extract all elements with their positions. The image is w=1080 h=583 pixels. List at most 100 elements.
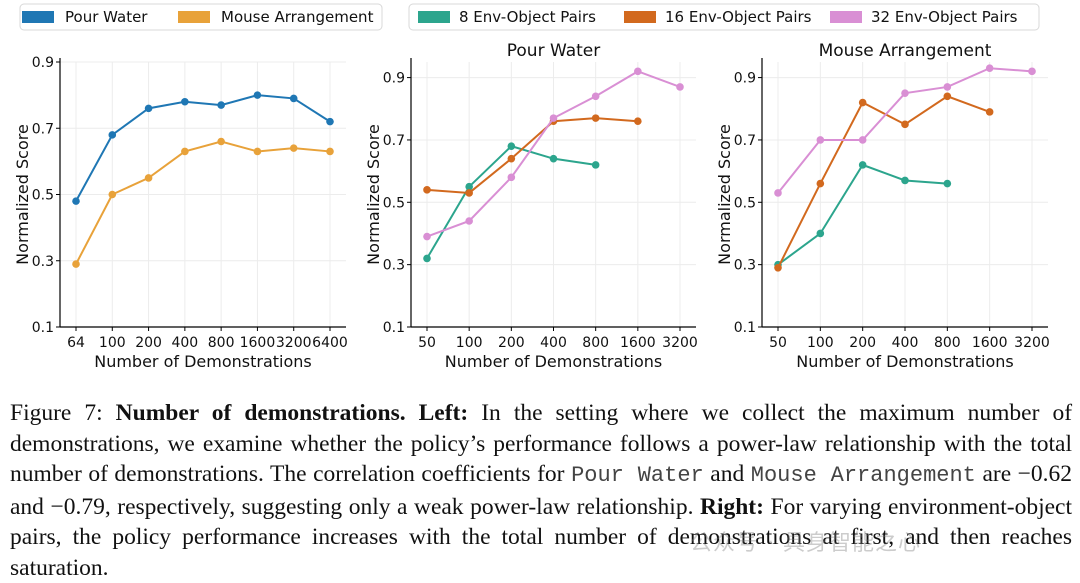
data-point xyxy=(253,91,262,99)
data-point xyxy=(943,83,952,91)
caption-right-text: For varying environment-object pairs, th… xyxy=(10,493,1073,581)
chart-title: Pour Water xyxy=(507,41,600,61)
x-tick-label: 64 xyxy=(67,335,85,351)
y-tick-label: 0.3 xyxy=(383,258,405,274)
x-tick-label: 200 xyxy=(849,335,876,351)
data-point xyxy=(634,117,642,126)
data-point xyxy=(465,217,473,225)
data-point xyxy=(591,114,600,122)
chart-title: Mouse Arrangement xyxy=(819,41,992,61)
data-point xyxy=(253,147,262,156)
caption-title: Number of demonstrations. xyxy=(115,400,406,426)
x-tick-label: 50 xyxy=(769,335,787,351)
data-point xyxy=(217,101,225,109)
x-tick-label: 1600 xyxy=(972,335,1008,351)
x-tick-label: 3200 xyxy=(1014,335,1050,351)
legend-swatch xyxy=(624,11,656,23)
data-point xyxy=(591,161,600,169)
x-tick-label: 200 xyxy=(135,335,162,351)
x-tick-label: 50 xyxy=(418,335,436,351)
data-point xyxy=(634,67,642,76)
caption-left-text-2: are −0.62 and −0.79, respectively, sugge… xyxy=(10,461,1073,520)
caption-and: and xyxy=(710,461,745,487)
data-point xyxy=(72,260,80,268)
y-tick-label: 0.9 xyxy=(32,55,54,71)
y-axis-label: Normalized Score xyxy=(364,124,383,265)
data-point xyxy=(423,232,431,241)
y-axis-label: Normalized Score xyxy=(13,124,32,265)
x-tick-label: 100 xyxy=(99,335,126,351)
y-tick-label: 0.1 xyxy=(32,320,54,336)
data-point xyxy=(108,190,117,199)
y-tick-label: 0.5 xyxy=(383,195,405,211)
data-point xyxy=(901,120,909,129)
data-point xyxy=(507,154,516,163)
x-tick-label: 400 xyxy=(540,335,567,351)
data-point xyxy=(676,83,684,91)
x-tick-label: 400 xyxy=(171,335,198,351)
y-tick-label: 0.1 xyxy=(383,320,405,336)
data-point xyxy=(326,147,334,156)
x-tick-label: 100 xyxy=(456,335,483,351)
data-point xyxy=(858,136,867,144)
series-line xyxy=(777,95,991,269)
data-point xyxy=(774,263,782,272)
data-point xyxy=(507,142,516,150)
legend-label: Mouse Arrangement xyxy=(221,8,374,26)
data-point xyxy=(181,147,189,156)
data-point xyxy=(985,108,994,116)
data-point xyxy=(181,97,189,106)
caption-left-label: Left: xyxy=(418,400,469,426)
figure-caption: Figure 7: Number of demonstrations. Left… xyxy=(10,398,1072,583)
data-point xyxy=(816,179,825,188)
data-point xyxy=(943,92,952,101)
data-point xyxy=(289,94,298,103)
data-point xyxy=(217,137,225,146)
legend-swatch xyxy=(418,11,450,23)
x-tick-label: 200 xyxy=(498,335,525,351)
data-point xyxy=(465,182,473,191)
x-tick-label: 1600 xyxy=(240,335,276,351)
figure-charts: 0.10.30.50.70.964 100 200 400 800 1600 3200 640… xyxy=(13,3,1050,371)
x-tick-label: 6400 xyxy=(312,335,348,351)
x-tick-label: 1600 xyxy=(620,335,656,351)
legend-box xyxy=(408,3,1040,31)
data-point xyxy=(858,161,867,169)
series-line xyxy=(426,117,638,194)
legend-swatch xyxy=(830,11,862,23)
data-point xyxy=(549,154,558,163)
x-tick-label: 800 xyxy=(934,335,961,351)
x-tick-label: 400 xyxy=(892,335,919,351)
data-point xyxy=(423,254,431,263)
y-axis-label: Normalized Score xyxy=(715,124,734,265)
y-tick-label: 0.7 xyxy=(734,133,756,149)
y-tick-label: 0.5 xyxy=(734,195,756,211)
data-point xyxy=(423,186,431,194)
legend-label: Pour Water xyxy=(65,8,148,26)
y-tick-label: 0.3 xyxy=(734,258,756,274)
data-point xyxy=(465,189,473,197)
data-point xyxy=(1028,67,1036,76)
x-axis-label: Number of Demonstrations xyxy=(94,352,312,371)
x-tick-label: 3200 xyxy=(276,335,312,351)
figure-label: Figure 7: xyxy=(10,400,103,426)
caption-code-mouse-arrangement: Mouse Arrangement xyxy=(750,463,976,488)
y-tick-label: 0.9 xyxy=(383,71,405,87)
x-axis-label: Number of Demonstrations xyxy=(796,352,1014,371)
data-point xyxy=(774,189,782,197)
data-point xyxy=(901,89,909,97)
data-point xyxy=(943,179,952,188)
y-tick-label: 0.7 xyxy=(32,121,54,137)
data-point xyxy=(144,174,153,182)
y-tick-label: 0.3 xyxy=(32,254,54,270)
data-point xyxy=(816,136,825,144)
y-tick-label: 0.9 xyxy=(734,71,756,87)
series-line xyxy=(75,140,331,265)
data-point xyxy=(108,131,117,139)
data-point xyxy=(816,229,825,238)
data-point xyxy=(985,64,994,73)
data-point xyxy=(289,144,298,152)
x-axis-label: Number of Demonstrations xyxy=(445,352,663,371)
legend-swatch xyxy=(178,11,210,23)
caption-code-pour-water: Pour Water xyxy=(571,463,704,488)
